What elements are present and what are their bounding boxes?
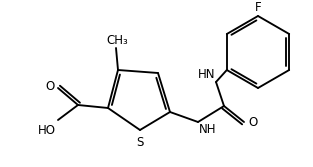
Text: NH: NH xyxy=(199,123,217,136)
Text: HO: HO xyxy=(38,124,56,137)
Text: F: F xyxy=(255,1,261,14)
Text: CH₃: CH₃ xyxy=(106,34,128,47)
Text: HN: HN xyxy=(198,68,215,81)
Text: O: O xyxy=(248,116,257,128)
Text: O: O xyxy=(46,80,55,94)
Text: S: S xyxy=(136,136,144,149)
